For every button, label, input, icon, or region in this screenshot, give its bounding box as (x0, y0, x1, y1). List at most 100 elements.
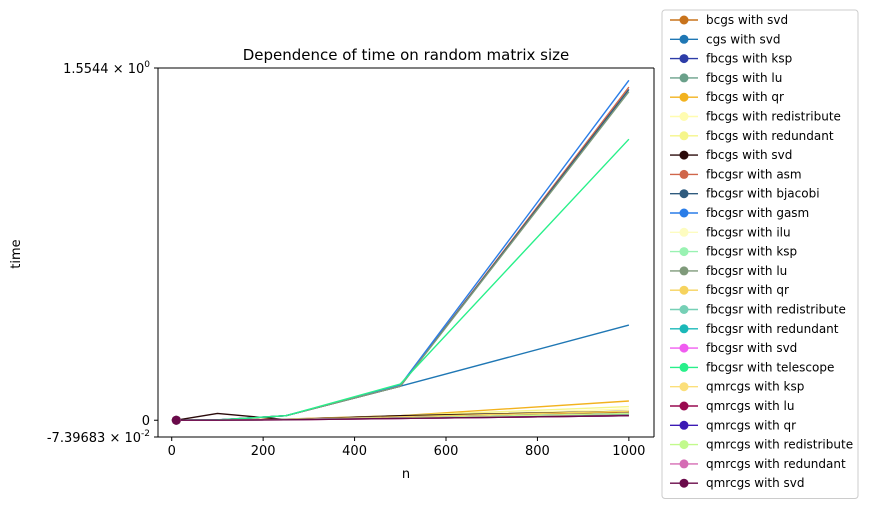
legend-marker (679, 34, 689, 44)
legend-label: fbcgsr with redundant (706, 322, 839, 336)
legend: bcgs with svd cgs with svd fbcgs with ksp f… (661, 9, 859, 499)
legend-entry: fbcgsr with telescope (670, 360, 834, 374)
legend-marker (679, 420, 689, 430)
axes-frame (157, 67, 655, 438)
legend-marker (679, 324, 689, 334)
legend-marker (679, 73, 689, 83)
legend-marker (679, 189, 689, 199)
legend-entry: fbcgs with redundant (670, 129, 834, 143)
legend-entry: bcgs with svd (670, 13, 788, 27)
series-line-10 (176, 79, 630, 421)
legend-entry: fbcgsr with redundant (670, 322, 839, 336)
legend-entry: fbcgs with redistribute (670, 110, 841, 124)
y-tick-label: 0 (142, 414, 150, 429)
legend-entry: fbcgsr with svd (670, 341, 797, 355)
legend-entry: fbcgsr with bjacobi (670, 187, 820, 201)
legend-entry: fbcgsr with ksp (670, 245, 797, 259)
legend-label: fbcgs with redundant (706, 129, 834, 143)
series-line-9 (176, 88, 630, 421)
legend-marker (679, 150, 689, 160)
legend-label: qmrcgs with lu (706, 399, 794, 413)
legend-label: fbcgsr with telescope (706, 360, 834, 374)
y-tick-label: -7.39683 × 10-2 (47, 429, 150, 446)
legend-label: fbcgsr with ilu (706, 225, 791, 239)
legend-marker (679, 382, 689, 392)
legend-entry: fbcgsr with qr (670, 283, 789, 297)
x-tick-label: 1000 (612, 444, 645, 459)
legend-marker (679, 478, 689, 488)
legend-entry: fbcgsr with ilu (670, 225, 791, 239)
x-tick-label: 200 (251, 444, 276, 459)
series-line-8 (176, 86, 630, 421)
legend-label: fbcgsr with gasm (706, 206, 809, 220)
legend-label: fbcgs with svd (706, 148, 792, 162)
x-tick-label: 400 (342, 444, 367, 459)
legend-marker (679, 131, 689, 141)
legend-label: fbcgs with qr (706, 90, 784, 104)
x-tick-label: 0 (168, 444, 176, 459)
legend-label: qmrcgs with svd (706, 476, 805, 490)
legend-marker (679, 266, 689, 276)
legend-label: fbcgsr with bjacobi (706, 187, 820, 201)
legend-label: fbcgsr with redistribute (706, 303, 846, 317)
plot-area (157, 67, 655, 438)
y-axis-ticks: 1.5544 × 100 0-7.39683 × 10-2 (47, 60, 158, 446)
legend-entry: qmrcgs with lu (670, 399, 794, 413)
legend-marker (679, 169, 689, 179)
legend-marker (679, 459, 689, 469)
legend-entry: qmrcgs with ksp (670, 380, 804, 394)
legend-label: fbcgsr with ksp (706, 245, 797, 259)
legend-label: qmrcgs with qr (706, 418, 796, 432)
legend-marker (679, 247, 689, 257)
x-axis-label: n (402, 467, 410, 482)
series-line-13 (176, 91, 630, 421)
legend-label: fbcgsr with lu (706, 264, 787, 278)
legend-entry: qmrcgs with qr (670, 418, 796, 432)
legend-entry: qmrcgs with svd (670, 476, 805, 490)
legend-marker (679, 208, 689, 218)
series-line-18 (176, 138, 630, 421)
x-axis-ticks: 0 200 400 600 800 1000 (168, 437, 645, 459)
legend-marker (679, 54, 689, 64)
legend-entry: fbcgsr with gasm (670, 206, 809, 220)
y-tick-label: 1.5544 × 100 (63, 60, 150, 77)
legend-entry: qmrcgs with redundant (670, 457, 846, 471)
legend-marker (679, 285, 689, 295)
legend-box (661, 9, 859, 499)
legend-marker (679, 227, 689, 237)
legend-label: fbcgsr with qr (706, 283, 789, 297)
legend-marker (679, 92, 689, 102)
legend-marker (679, 15, 689, 25)
series-marker-24 (171, 415, 181, 425)
legend-entry: fbcgs with lu (670, 71, 782, 85)
legend-label: qmrcgs with redistribute (706, 438, 853, 452)
legend-entry: fbcgsr with asm (670, 167, 802, 181)
legend-label: qmrcgs with ksp (706, 380, 804, 394)
legend-label: fbcgs with ksp (706, 52, 792, 66)
legend-entry: fbcgsr with lu (670, 264, 787, 278)
legend-entry: fbcgs with ksp (670, 52, 792, 66)
x-tick-label: 800 (525, 444, 550, 459)
legend-marker (679, 343, 689, 353)
legend-label: cgs with svd (706, 32, 781, 46)
chart-title: Dependence of time on random matrix size (243, 46, 570, 64)
x-tick-label: 600 (434, 444, 459, 459)
legend-marker (679, 440, 689, 450)
legend-marker (679, 305, 689, 314)
legend-entry: qmrcgs with redistribute (670, 438, 853, 452)
y-axis-label: time (9, 239, 24, 268)
legend-marker (679, 401, 689, 411)
legend-label: fbcgsr with asm (706, 167, 802, 181)
legend-marker (679, 112, 689, 121)
legend-label: qmrcgs with redundant (706, 457, 846, 471)
legend-label: fbcgs with redistribute (706, 110, 841, 124)
legend-label: fbcgs with lu (706, 71, 782, 85)
series-line-24 (176, 415, 629, 421)
legend-entry: cgs with svd (670, 32, 781, 46)
legend-entry: fbcgs with qr (670, 90, 784, 104)
legend-label: bcgs with svd (706, 13, 788, 27)
legend-label: fbcgsr with svd (706, 341, 797, 355)
legend-entry: fbcgs with svd (670, 148, 792, 162)
legend-entry: fbcgsr with redistribute (670, 303, 846, 317)
